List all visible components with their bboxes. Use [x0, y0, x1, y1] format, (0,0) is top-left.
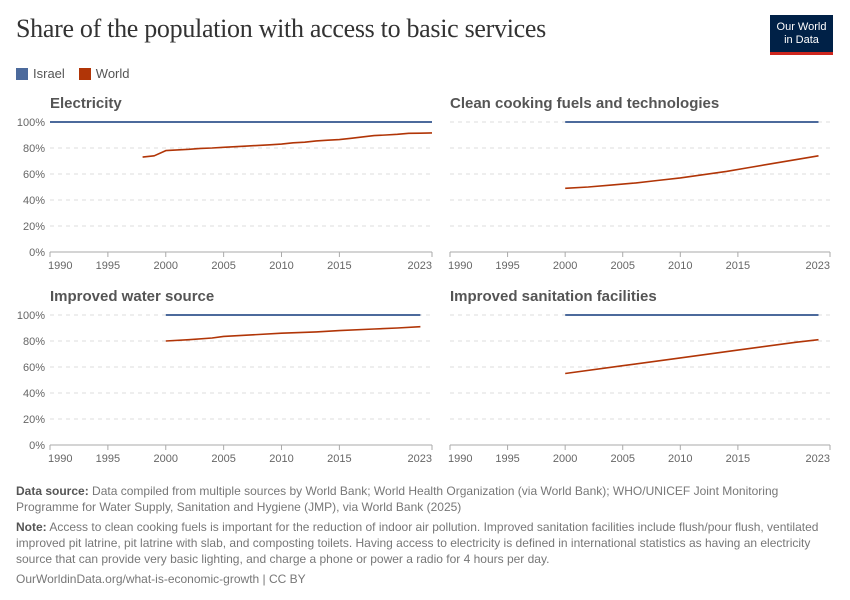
- legend-label-world: World: [95, 66, 130, 81]
- source-text: Data compiled from multiple sources by W…: [16, 484, 779, 514]
- footer: Data source: Data compiled from multiple…: [16, 483, 836, 591]
- small-multiples: Electricity 0% 20% 40% 60% 80% 100% 1990 1995 200…: [17, 95, 831, 465]
- legend-swatch-israel: [16, 67, 28, 80]
- panel-title: Improved sanitation facilities: [450, 288, 657, 305]
- y-tick-label: 60%: [23, 169, 45, 181]
- source-label: Data source:: [16, 484, 89, 498]
- x-tick-label: 2010: [668, 260, 692, 272]
- x-tick-label: 1995: [495, 453, 519, 465]
- x-tick-label: 2005: [211, 260, 235, 272]
- x-tick-label: 2015: [726, 260, 750, 272]
- series-line-world: [565, 155, 819, 190]
- series-line-world: [142, 132, 433, 158]
- x-tick-label: 2005: [211, 453, 235, 465]
- x-tick-label: 2010: [269, 453, 293, 465]
- x-tick-label: 2010: [269, 260, 293, 272]
- x-tick-label: 1995: [96, 453, 120, 465]
- y-tick-label: 20%: [23, 221, 45, 233]
- x-tick-label: 1990: [48, 260, 72, 272]
- legend: Israel World: [16, 66, 130, 81]
- x-tick-label: 2023: [806, 453, 830, 465]
- x-tick-label: 2023: [806, 260, 830, 272]
- x-tick-label: 2000: [553, 260, 577, 272]
- x-tick-label: 2000: [553, 453, 577, 465]
- logo-line2: in Data: [784, 33, 819, 46]
- x-tick-label: 2010: [668, 453, 692, 465]
- x-tick-label: 2015: [327, 453, 351, 465]
- panel-title: Electricity: [50, 95, 122, 112]
- x-tick-label: 2005: [610, 453, 634, 465]
- x-tick-label: 1990: [48, 453, 72, 465]
- y-tick-label: 20%: [23, 414, 45, 426]
- source-url[interactable]: OurWorldinData.org/what-is-economic-grow…: [16, 572, 306, 586]
- y-tick-label: 60%: [23, 362, 45, 374]
- note-label: Note:: [16, 520, 47, 534]
- y-tick-label: 100%: [17, 310, 45, 322]
- y-tick-label: 40%: [23, 195, 45, 207]
- x-tick-label: 2000: [154, 260, 178, 272]
- chart-title: Share of the population with access to b…: [16, 14, 546, 43]
- y-tick-label: 80%: [23, 336, 45, 348]
- x-tick-label: 1995: [495, 260, 519, 272]
- panel-title: Clean cooking fuels and technologies: [450, 95, 719, 112]
- note-text: Access to clean cooking fuels is importa…: [16, 520, 819, 566]
- series-line-world: [165, 325, 421, 342]
- data-source: Data source: Data compiled from multiple…: [16, 483, 836, 515]
- x-tick-label: 1990: [448, 260, 472, 272]
- x-tick-label: 2023: [408, 453, 432, 465]
- y-tick-label: 40%: [23, 388, 45, 400]
- x-tick-label: 2023: [408, 260, 432, 272]
- y-tick-label: 0%: [29, 247, 45, 259]
- panel-title: Improved water source: [50, 288, 214, 305]
- legend-label-israel: Israel: [33, 66, 65, 81]
- x-tick-label: 1995: [96, 260, 120, 272]
- x-tick-label: 2015: [726, 453, 750, 465]
- y-tick-label: 100%: [17, 117, 45, 129]
- x-tick-label: 2005: [610, 260, 634, 272]
- y-tick-label: 80%: [23, 143, 45, 155]
- x-tick-label: 1990: [448, 453, 472, 465]
- series-line-world: [565, 338, 819, 375]
- x-tick-label: 2015: [327, 260, 351, 272]
- logo-line1: Our World: [776, 20, 827, 33]
- legend-item-world[interactable]: World: [78, 66, 130, 81]
- legend-item-israel[interactable]: Israel: [16, 66, 65, 81]
- note: Note: Access to clean cooking fuels is i…: [16, 519, 836, 567]
- x-tick-label: 2000: [154, 453, 178, 465]
- owid-logo[interactable]: Our World in Data: [770, 15, 833, 55]
- y-tick-label: 0%: [29, 440, 45, 452]
- legend-swatch-world: [78, 67, 91, 80]
